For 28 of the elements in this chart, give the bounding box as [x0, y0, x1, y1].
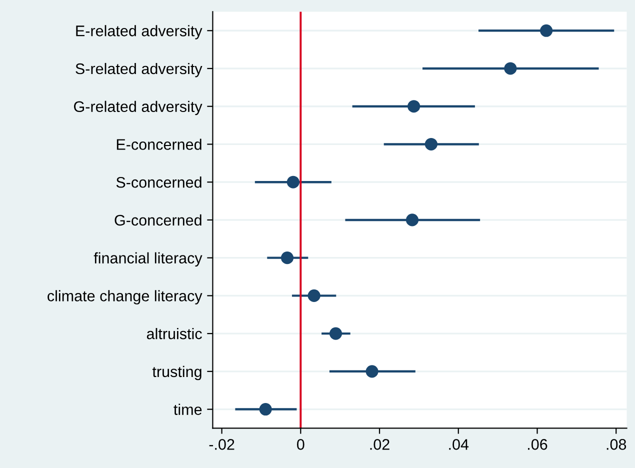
point — [424, 138, 438, 151]
point — [329, 327, 342, 340]
point — [408, 100, 420, 113]
y-tick-label: trusting — [152, 366, 202, 380]
point — [308, 289, 320, 302]
x-tick-label: .06 — [528, 439, 548, 450]
y-tick-label: E-concerned — [116, 138, 202, 150]
x-tick-label: -.02 — [209, 439, 234, 450]
point — [366, 365, 378, 378]
y-tick-label: climate change literacy — [48, 290, 202, 304]
y-tick-label: E-related adversity — [76, 25, 202, 40]
y-tick-label: time — [174, 404, 202, 415]
y-tick-label: G-concerned — [114, 214, 202, 226]
x-tick-label: 0 — [297, 439, 304, 450]
point — [504, 62, 517, 75]
y-tick-label: G-related adversity — [74, 100, 202, 116]
x-tick-label: .08 — [606, 439, 626, 450]
x-tick-label: .04 — [449, 439, 469, 450]
point — [286, 176, 300, 188]
point — [406, 214, 419, 226]
point — [259, 403, 272, 416]
y-tick-label: S-concerned — [116, 176, 202, 188]
point — [540, 24, 553, 37]
x-tick-label: .02 — [370, 439, 390, 450]
y-tick-label: financial literacy — [94, 252, 202, 267]
y-tick-label: S-related adversity — [76, 62, 202, 78]
point — [280, 252, 294, 264]
y-tick-label: altruistic — [146, 328, 202, 340]
